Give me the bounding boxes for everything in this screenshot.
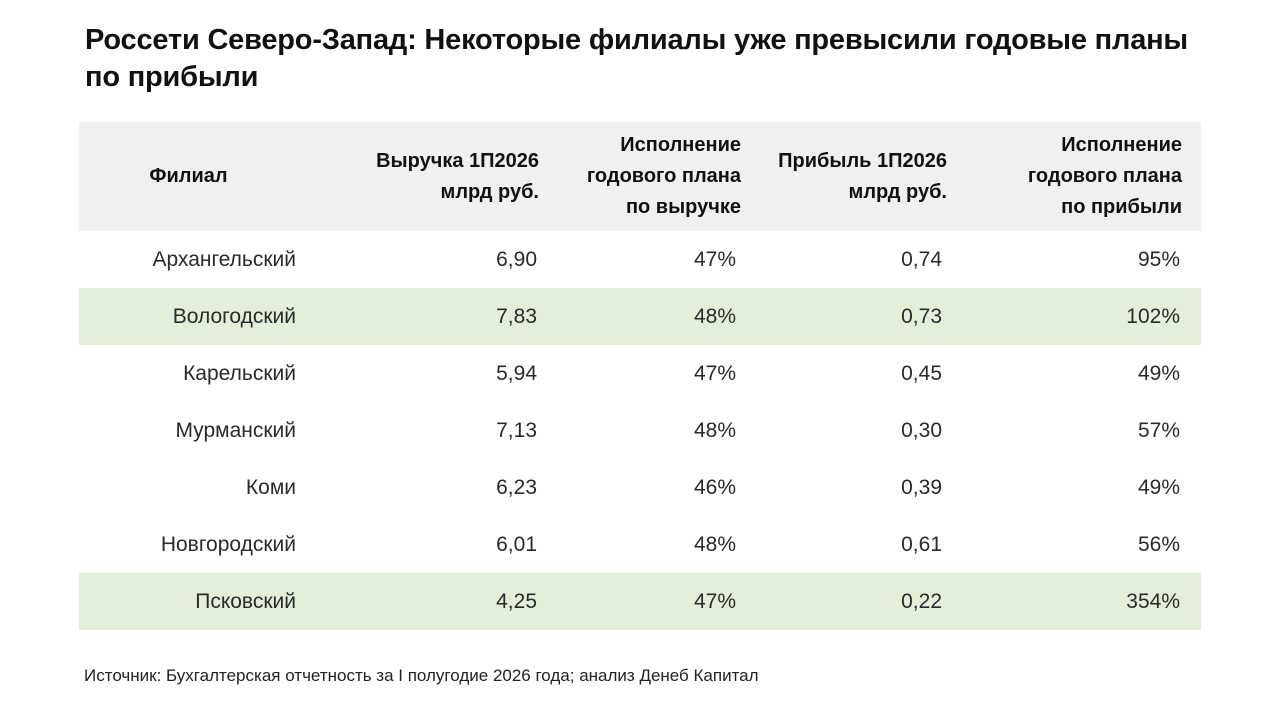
cell-profit: 0,30 xyxy=(901,418,942,442)
table-row: Вологодский 7,83 48% 0,73 102% xyxy=(79,288,1201,345)
header-revenue-plan: Исполнение годового плана по выручке xyxy=(586,134,741,218)
cell-revenue: 6,01 xyxy=(496,532,537,556)
page-title: Россети Северо-Запад: Некоторые филиалы … xyxy=(85,24,1189,93)
source-note: Источник: Бухгалтерская отчетность за I … xyxy=(84,666,759,685)
cell-profit: 0,61 xyxy=(901,532,942,556)
header-revenue: Выручка 1П2026 млрд руб. xyxy=(376,149,539,203)
cell-profit: 0,45 xyxy=(901,361,942,385)
table-row: Коми 6,23 46% 0,39 49% xyxy=(79,459,1201,516)
table-row: Псковский 4,25 47% 0,22 354% xyxy=(79,573,1201,630)
cell-profit-plan: 49% xyxy=(1137,361,1180,385)
table-row: Новгородский 6,01 48% 0,61 56% xyxy=(79,516,1201,573)
cell-profit-plan: 49% xyxy=(1137,475,1180,499)
cell-branch: Мурманский xyxy=(175,418,296,442)
cell-profit: 0,73 xyxy=(901,304,942,328)
cell-profit: 0,39 xyxy=(901,475,942,499)
table-header-row: Филиал Выручка 1П2026 млрд руб. Исполнен… xyxy=(79,122,1201,231)
cell-profit-plan: 56% xyxy=(1137,532,1180,556)
cell-revenue: 5,94 xyxy=(496,361,537,385)
table-row: Карельский 5,94 47% 0,45 49% xyxy=(79,345,1201,402)
cell-revenue: 4,25 xyxy=(496,589,537,613)
cell-revenue-plan: 48% xyxy=(693,304,736,328)
cell-revenue-plan: 47% xyxy=(693,361,736,385)
cell-branch: Вологодский xyxy=(172,304,296,328)
header-profit: Прибыль 1П2026 млрд руб. xyxy=(778,149,947,203)
table-header: Филиал Выручка 1П2026 млрд руб. Исполнен… xyxy=(79,122,1201,231)
cell-profit: 0,74 xyxy=(901,247,942,271)
cell-revenue-plan: 46% xyxy=(693,475,736,499)
table-body: Архангельский 6,90 47% 0,74 95% Вологодский 7,… xyxy=(79,231,1201,630)
cell-revenue-plan: 47% xyxy=(693,589,736,613)
cell-profit-plan: 102% xyxy=(1126,304,1180,328)
branches-table-container: Филиал Выручка 1П2026 млрд руб. Исполнен… xyxy=(79,122,1201,630)
cell-profit: 0,22 xyxy=(901,589,942,613)
cell-profit-plan: 57% xyxy=(1137,418,1180,442)
cell-branch: Новгородский xyxy=(160,532,296,556)
header-profit-plan: Исполнение годового плана по прибыли xyxy=(1027,134,1182,218)
cell-revenue: 7,13 xyxy=(496,418,537,442)
cell-revenue-plan: 48% xyxy=(693,418,736,442)
table-row: Архангельский 6,90 47% 0,74 95% xyxy=(79,231,1201,288)
cell-profit-plan: 95% xyxy=(1137,247,1180,271)
cell-revenue: 6,23 xyxy=(496,475,537,499)
header-branch: Филиал xyxy=(149,165,228,187)
cell-revenue-plan: 47% xyxy=(693,247,736,271)
cell-revenue: 6,90 xyxy=(496,247,537,271)
cell-profit-plan: 354% xyxy=(1126,589,1180,613)
cell-revenue: 7,83 xyxy=(496,304,537,328)
cell-branch: Псковский xyxy=(195,589,296,613)
branches-table: Филиал Выручка 1П2026 млрд руб. Исполнен… xyxy=(79,122,1201,630)
cell-branch: Коми xyxy=(245,475,296,499)
cell-branch: Архангельский xyxy=(152,247,296,271)
cell-revenue-plan: 48% xyxy=(693,532,736,556)
table-row: Мурманский 7,13 48% 0,30 57% xyxy=(79,402,1201,459)
cell-branch: Карельский xyxy=(183,361,296,385)
